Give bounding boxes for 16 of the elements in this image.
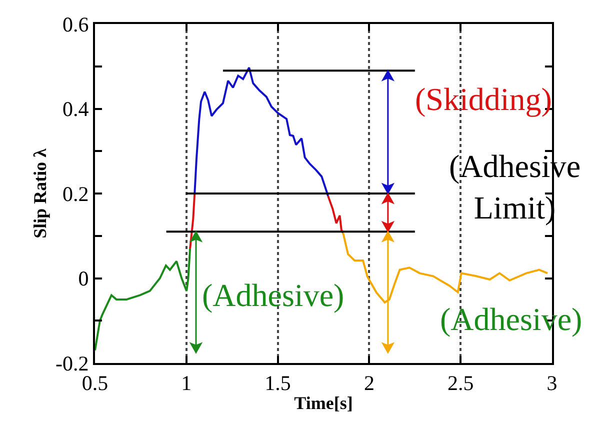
line-series: [327, 195, 344, 234]
y-tick-label: 0.4: [62, 97, 90, 122]
line-series: [95, 248, 192, 352]
y-tick-label: 0.6: [62, 12, 89, 36]
y-tick-label: 0: [78, 266, 89, 291]
annotation: (Skidding): [415, 81, 552, 117]
line-series: [194, 66, 330, 198]
x-tick-label: 1: [181, 371, 192, 396]
x-tick-label: 3: [546, 371, 558, 396]
annotation: (Adhesive): [202, 277, 344, 313]
y-tick-label: 0.2: [62, 182, 89, 206]
x-tick-label: 2.5: [447, 371, 474, 396]
x-axis-title: Time[s]: [294, 392, 353, 413]
x-tick-label: 1.5: [264, 371, 291, 396]
y-axis-title: Slip Ratio λ: [30, 148, 50, 238]
x-tick-label: 2: [364, 371, 374, 396]
